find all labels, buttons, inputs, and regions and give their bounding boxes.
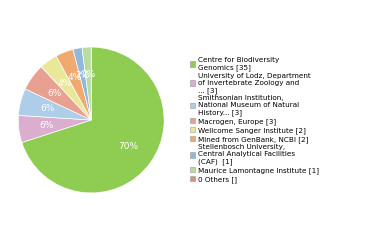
Legend: Centre for Biodiversity
Genomics [35], University of Lodz, Department
of Inverte: Centre for Biodiversity Genomics [35], U… — [190, 57, 319, 183]
Text: 6%: 6% — [48, 89, 62, 98]
Text: 4%: 4% — [57, 79, 72, 88]
Text: 2%: 2% — [76, 71, 90, 80]
Wedge shape — [56, 49, 91, 120]
Wedge shape — [82, 47, 91, 120]
Text: 6%: 6% — [40, 104, 55, 113]
Wedge shape — [22, 47, 164, 193]
Wedge shape — [18, 115, 91, 143]
Wedge shape — [41, 56, 91, 120]
Text: 6%: 6% — [39, 121, 54, 130]
Wedge shape — [73, 48, 91, 120]
Wedge shape — [18, 89, 91, 120]
Text: 2%: 2% — [81, 70, 95, 79]
Wedge shape — [25, 67, 91, 120]
Text: 70%: 70% — [118, 142, 138, 151]
Text: 4%: 4% — [67, 73, 82, 83]
